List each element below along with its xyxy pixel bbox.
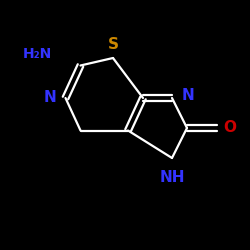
Text: NH: NH [159,170,185,186]
Text: H₂N: H₂N [22,46,52,60]
Text: N: N [182,88,195,103]
Text: S: S [108,37,118,52]
Text: N: N [44,90,57,106]
Text: O: O [223,120,236,136]
